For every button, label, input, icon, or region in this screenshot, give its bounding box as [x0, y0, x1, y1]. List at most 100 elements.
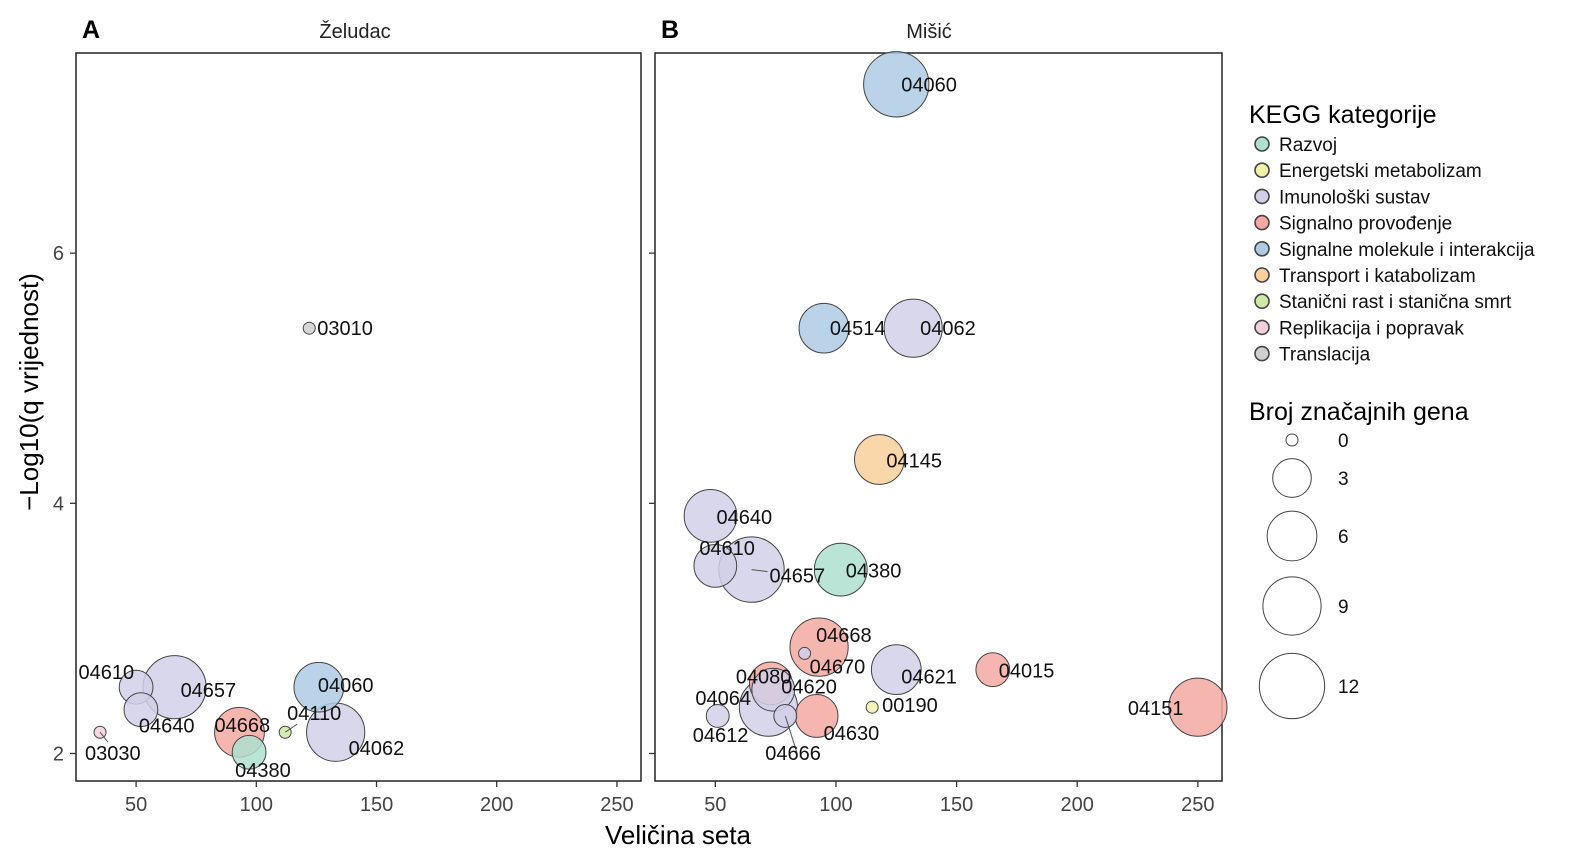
x-tick-label: 50	[704, 794, 726, 816]
size-legend-circle	[1266, 510, 1318, 562]
bubble-03010	[302, 321, 316, 335]
bubble-04621	[870, 644, 922, 696]
point-label: 04380	[846, 561, 902, 583]
point-label: 04657	[770, 566, 826, 588]
legend-item-label: Signalne molekule i interakcija	[1279, 240, 1535, 261]
panel-letter: A	[82, 16, 100, 44]
point-label: 03010	[317, 318, 373, 340]
bubble-04380	[813, 542, 868, 597]
bubble-04610	[693, 543, 738, 588]
legend-swatch	[1254, 214, 1270, 231]
legend-item-label: Energetski metabolizam	[1279, 161, 1482, 182]
bubble-04620	[751, 667, 796, 712]
x-tick-label: 150	[360, 794, 393, 816]
point-label: 04380	[235, 760, 291, 782]
point-label: 04110	[287, 703, 341, 725]
point-label: 04668	[214, 715, 270, 737]
panel-b: B Mišić 50 100 150 200 250 04060 04514 04062 041…	[649, 16, 1228, 816]
bubble-04640	[683, 488, 738, 543]
legend-swatch	[1254, 241, 1270, 257]
legend-item-label: Transport i katabolizam	[1279, 266, 1476, 287]
bubble-04612	[705, 704, 730, 728]
leader-line	[751, 569, 768, 573]
point-label: 04060	[901, 74, 957, 96]
size-legend-label: 3	[1338, 469, 1349, 490]
x-tick-label: 250	[600, 794, 633, 816]
x-axis-title: Veličina seta	[605, 820, 752, 850]
y-tick-label: 4	[53, 493, 64, 515]
legend-swatch	[1254, 136, 1270, 152]
legend-swatch	[1254, 293, 1270, 310]
panel-title: Mišić	[906, 21, 952, 43]
point-label: 04630	[824, 723, 880, 745]
point-label: 04668	[816, 625, 872, 647]
y-tick-label: 6	[53, 243, 64, 265]
panel-a: A Želudac 50 100 150 200 250 2 4 6 03010 04610 046…	[53, 16, 642, 816]
bubble-04640	[123, 692, 159, 728]
point-label: 04612	[693, 725, 749, 747]
point-label: 04062	[349, 738, 405, 760]
x-tick-label: 200	[1061, 794, 1094, 816]
plot-frame	[75, 52, 642, 782]
size-legend-label: 0	[1338, 431, 1349, 452]
bubble-04668	[789, 617, 849, 677]
leader-line	[784, 715, 798, 755]
legend-item-label: Translacija	[1279, 345, 1371, 366]
point-label: 04640	[716, 507, 772, 529]
legend-swatch	[1254, 345, 1270, 362]
point-label: 04064	[695, 688, 751, 710]
x-tick-label: 200	[480, 794, 513, 816]
size-legend-circle	[1285, 433, 1299, 447]
size-legend-label: 9	[1338, 597, 1349, 618]
point-label: 04621	[901, 667, 957, 689]
panel-letter: B	[661, 16, 679, 44]
legend-category-title: KEGG kategorije	[1249, 101, 1437, 129]
point-label: 04666	[765, 743, 821, 765]
point-label: 04610	[699, 538, 755, 560]
bubble-04670	[798, 646, 812, 660]
panel-title: Želudac	[319, 20, 390, 43]
legend-item-label: Imunološki sustav	[1279, 187, 1431, 208]
legend-swatch	[1254, 188, 1270, 205]
legend-size-title: Broj značajnih gena	[1249, 398, 1469, 426]
bubble-04380	[231, 734, 267, 770]
size-legend-circle	[1262, 576, 1322, 636]
leader-line	[284, 723, 298, 733]
point-label: 03030	[85, 743, 141, 765]
legend-swatch	[1254, 267, 1270, 283]
point-label: 04514	[830, 318, 886, 340]
legend-item-label: Stanični rast i stanična smrt	[1279, 292, 1512, 313]
point-label: 04015	[999, 661, 1055, 683]
point-label: 04151	[1128, 698, 1184, 720]
size-legend-label: 6	[1338, 527, 1349, 548]
bubble-04060	[293, 661, 345, 713]
bubble-04062	[883, 298, 943, 358]
bubble-04145	[854, 434, 905, 485]
plot-frame	[654, 52, 1223, 782]
bubble-04151	[1168, 677, 1228, 737]
legend-swatch	[1254, 162, 1270, 178]
point-label: 04620	[781, 677, 837, 699]
x-tick-label: 250	[1181, 794, 1214, 816]
legend-item-label: Razvoj	[1279, 135, 1337, 156]
x-tick-label: 100	[819, 794, 852, 816]
y-tick-label: 2	[53, 743, 64, 765]
y-axis-title: −Log10(q vrijednost)	[14, 273, 44, 511]
point-label: 04657	[181, 680, 237, 702]
point-label: 04060	[318, 675, 374, 697]
legend-item-label: Replikacija i popravak	[1279, 318, 1464, 339]
point-label: 04145	[886, 451, 942, 473]
x-tick-label: 100	[240, 794, 273, 816]
point-label: 00190	[882, 695, 938, 717]
size-legend-circle	[1272, 458, 1312, 498]
legend: KEGG kategorije Razvoj Energetski metabol…	[1249, 101, 1535, 720]
size-legend-circle	[1258, 652, 1326, 720]
leader-line	[99, 731, 109, 743]
point-label: 04670	[810, 656, 866, 678]
point-label: 04610	[78, 662, 134, 684]
point-label: 04062	[920, 318, 976, 340]
point-label: 04640	[139, 716, 195, 738]
legend-swatch	[1254, 319, 1270, 336]
x-tick-label: 150	[940, 794, 973, 816]
